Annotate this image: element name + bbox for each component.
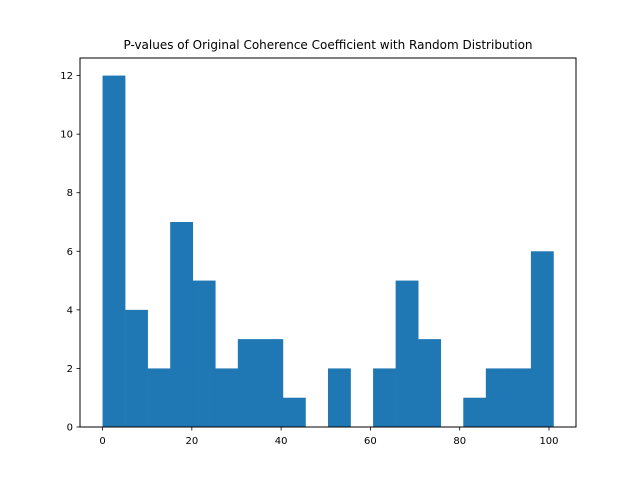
histogram-bar <box>463 397 487 427</box>
histogram-bar <box>237 339 261 427</box>
x-tick-label: 60 <box>364 436 377 447</box>
histogram-bar <box>215 368 239 427</box>
y-tick-label: 6 <box>67 247 73 258</box>
histogram-bar <box>373 368 396 427</box>
y-tick-label: 8 <box>67 188 73 199</box>
x-tick-label: 80 <box>453 436 466 447</box>
y-tick-label: 10 <box>60 130 73 141</box>
histogram-bar <box>125 309 148 427</box>
plot-frame <box>79 57 577 428</box>
histogram-bar <box>147 368 171 427</box>
x-tick-label: 20 <box>185 436 198 447</box>
y-axis: 0 2 4 6 8 10 12 <box>60 71 80 434</box>
histogram-bar <box>485 368 509 427</box>
histogram-bar <box>260 339 284 427</box>
x-axis: 0 20 40 60 80 100 <box>99 427 559 447</box>
y-tick-label: 0 <box>67 423 73 434</box>
x-tick-label: 100 <box>539 436 558 447</box>
histogram-bar <box>530 251 554 427</box>
histogram-bar <box>395 280 419 427</box>
histogram-bar <box>282 397 306 427</box>
x-tick-label: 40 <box>275 436 288 447</box>
histogram-bar <box>418 339 442 427</box>
bars-group <box>102 75 554 428</box>
y-tick-label: 4 <box>67 305 73 316</box>
histogram-bar <box>328 368 351 427</box>
y-tick-label: 2 <box>67 364 73 375</box>
histogram-bar <box>102 75 126 428</box>
histogram-bar <box>508 368 532 427</box>
y-tick-label: 12 <box>60 71 73 82</box>
chart-title: P-values of Original Coherence Coefficie… <box>123 38 532 52</box>
x-tick-label: 0 <box>99 436 105 447</box>
histogram-bar <box>170 222 194 427</box>
histogram-bar <box>192 280 216 427</box>
